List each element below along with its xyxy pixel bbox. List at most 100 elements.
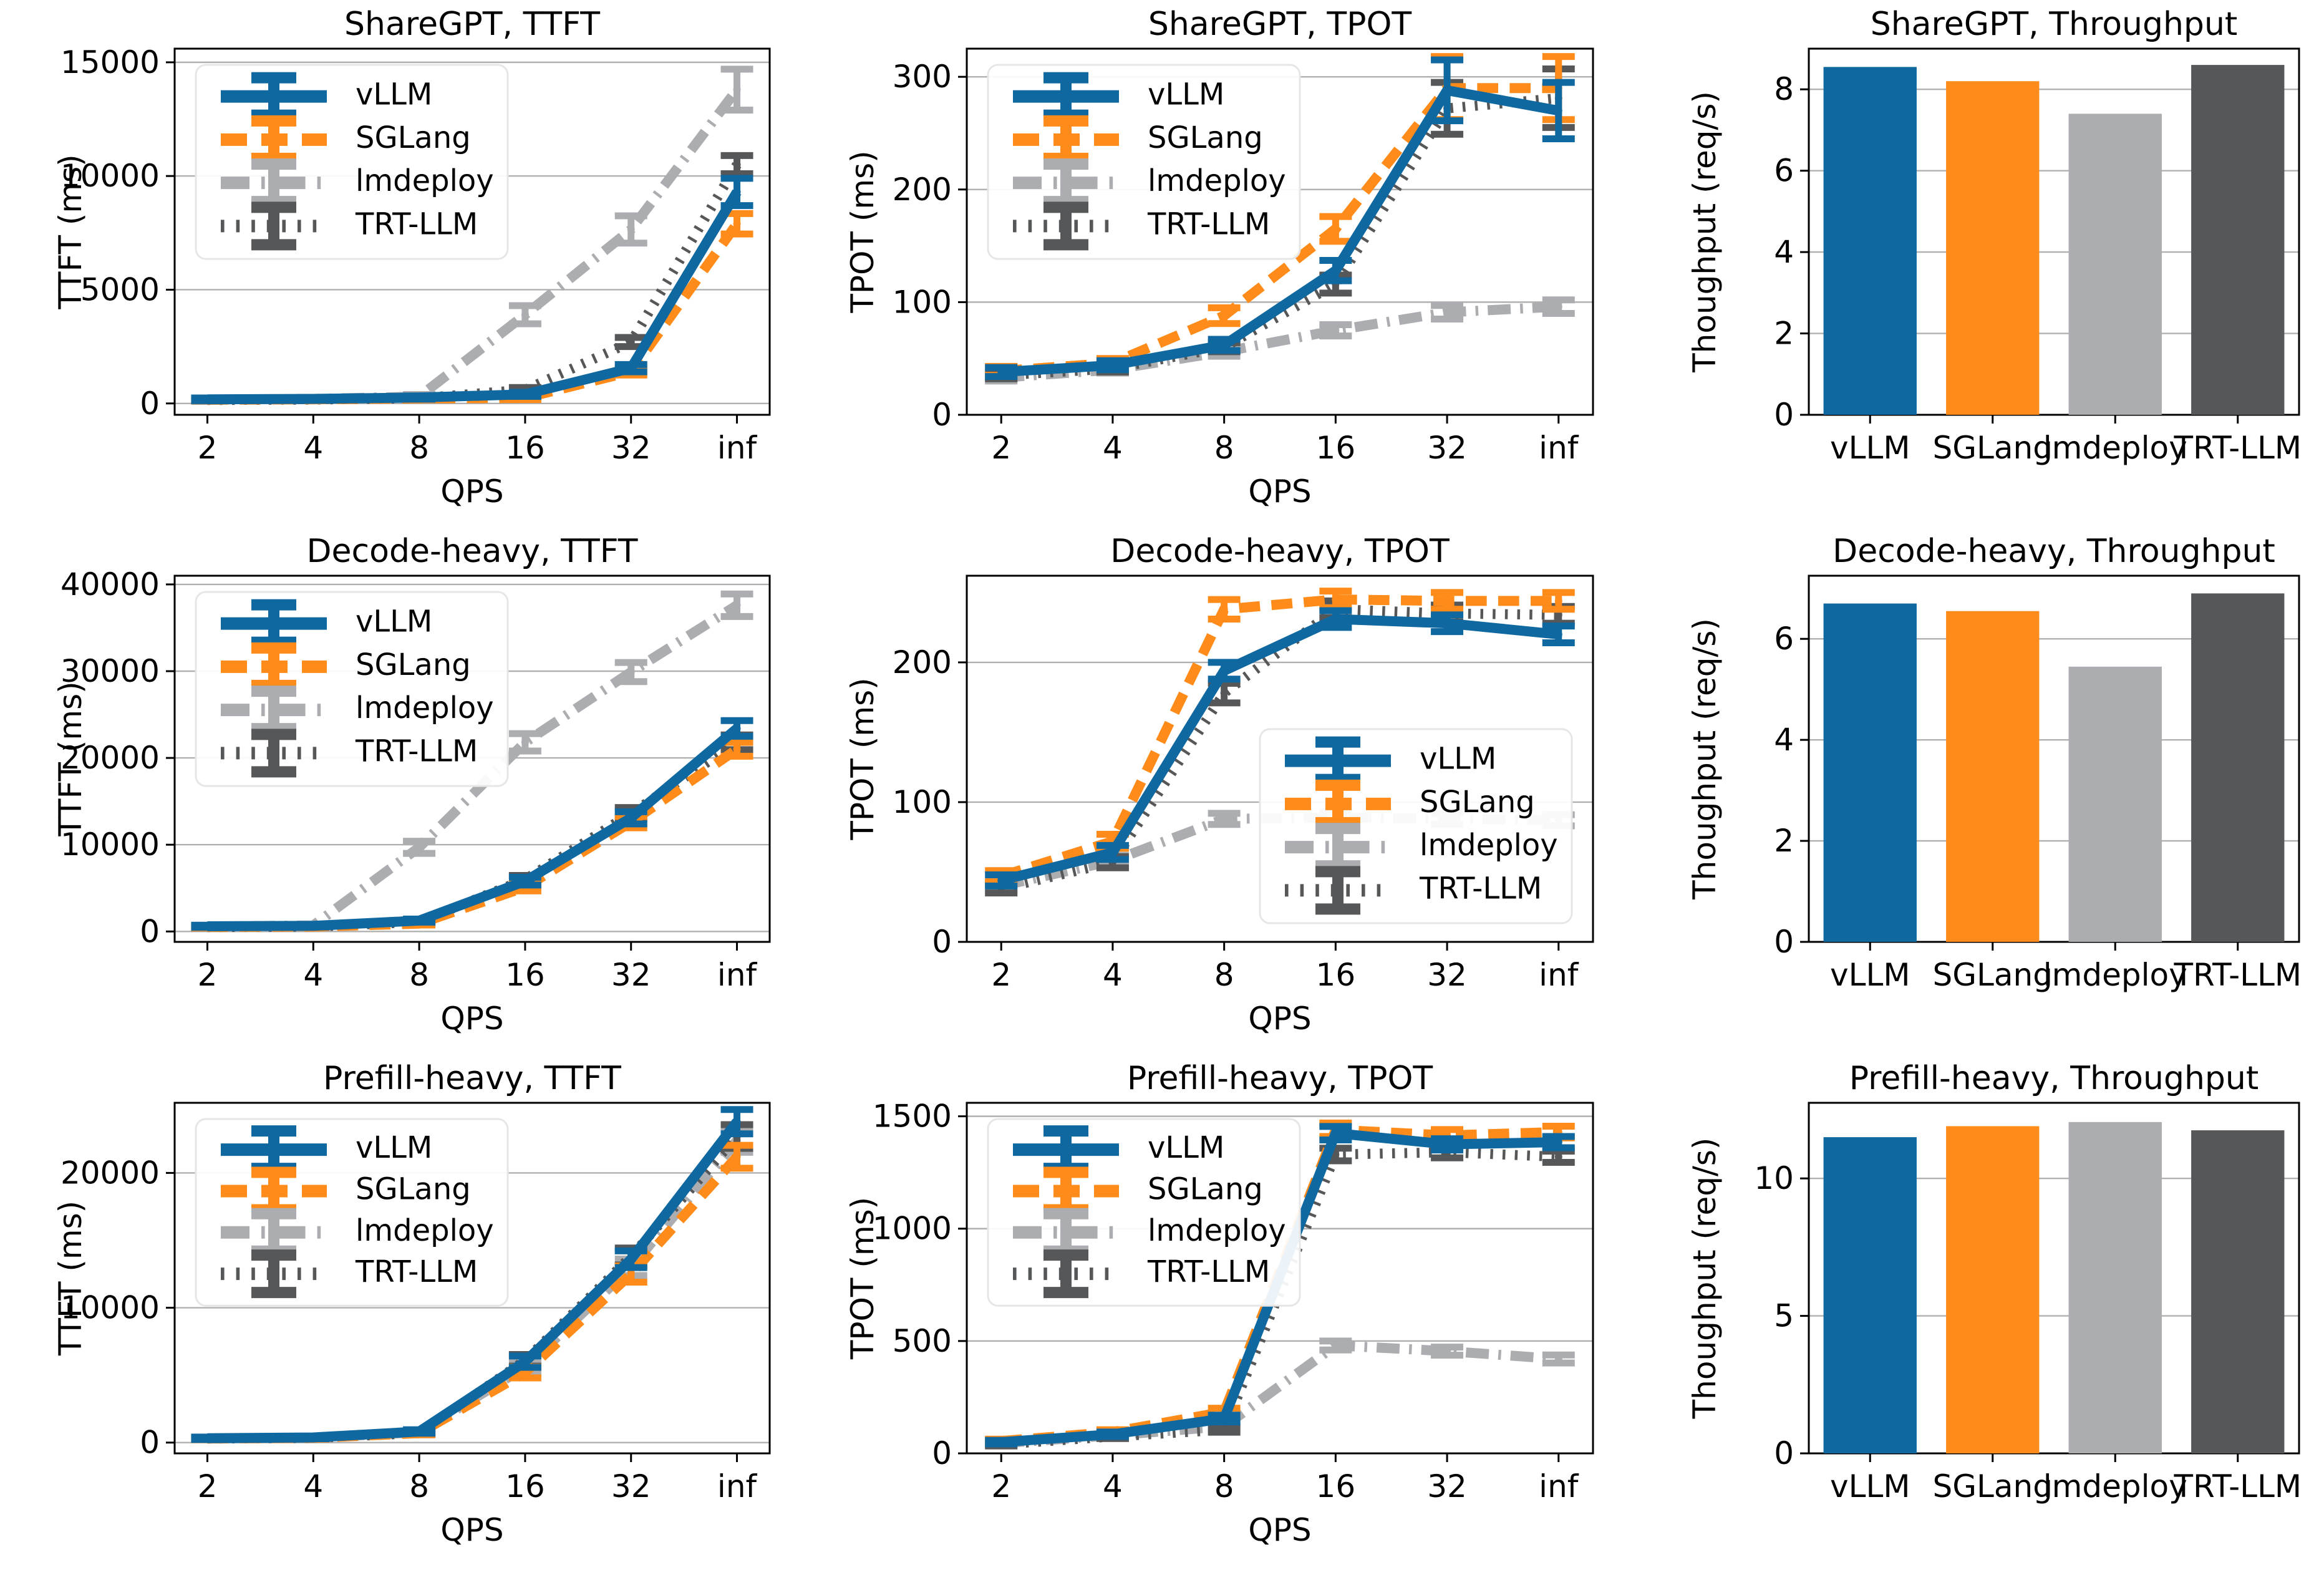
x-tick-label: TRT-LLM xyxy=(2174,1468,2302,1505)
y-axis-label: TPOT (ms) xyxy=(845,150,881,313)
data-point xyxy=(997,1438,1005,1446)
legend-errbar-TRT-LLM xyxy=(251,1249,296,1299)
y-tick-label: 10000 xyxy=(61,158,160,194)
line-series-SGLang xyxy=(207,1153,741,1444)
y-tick-label: 40000 xyxy=(61,566,160,603)
legend-label: TRT-LLM xyxy=(355,1254,478,1289)
axes-frame xyxy=(966,1102,1594,1455)
bar-TRT-LLM xyxy=(2191,593,2285,942)
line-series-vLLM xyxy=(1000,85,1560,377)
panel-sharegpt-throughput: ShareGPT, Throughput 0 2 4 6 8 Thoughput (req/… xyxy=(1622,0,2324,527)
y-tick-label: 0 xyxy=(1774,924,1794,960)
panel-decode-tpot: Decode-heavy, TPOT 0 100 200 TPOT (ms) 2 4 8 16 3… xyxy=(798,527,1622,1054)
x-tick-label: 32 xyxy=(1427,957,1467,993)
y-tick-label: 2 xyxy=(1774,316,1794,352)
x-tick-label: 2 xyxy=(991,1468,1011,1505)
legend-label: TRT-LLM xyxy=(1147,1254,1270,1289)
legend-label: lmdeploy xyxy=(356,163,494,198)
y-tick-label: 0 xyxy=(140,385,160,422)
y-tick-label: 500 xyxy=(893,1323,952,1359)
data-point xyxy=(415,843,424,851)
legend-errbar-SGLang xyxy=(1315,779,1360,828)
x-tick-label: SGLang xyxy=(1933,430,2053,466)
data-point xyxy=(733,1118,741,1126)
x-tick-label: inf xyxy=(717,430,758,466)
data-point xyxy=(1332,1129,1340,1137)
x-tick-label: 4 xyxy=(1103,957,1123,993)
data-point xyxy=(309,1433,317,1442)
data-point xyxy=(627,1255,635,1263)
data-point xyxy=(1443,86,1451,94)
data-point xyxy=(733,1153,741,1161)
axes-frame xyxy=(1808,47,2300,416)
x-tick-label: TRT-LLM xyxy=(2174,957,2302,993)
panel-decode-ttft: Decode-heavy, TTFT 0 10000 20000 30000 40000 T… xyxy=(0,527,798,1054)
y-tick-label: 4 xyxy=(1774,722,1794,758)
legend-label: vLLM xyxy=(1420,742,1496,777)
legend-label: vLLM xyxy=(356,77,432,112)
y-tick-label: 5 xyxy=(1774,1298,1794,1334)
y-tick-label: 10 xyxy=(1754,1160,1794,1196)
x-tick-label: 2 xyxy=(991,957,1011,993)
data-point xyxy=(733,85,741,94)
x-tick-label: 16 xyxy=(1316,430,1356,466)
legend-errbar-lmdeploy xyxy=(1315,823,1360,872)
x-axis-label: QPS xyxy=(440,473,503,510)
data-point xyxy=(203,922,211,930)
panel-sharegpt-tpot: ShareGPT, TPOT 0 100 200 300 TPOT (ms) 2 4 8 16 32… xyxy=(798,0,1622,527)
x-tick-label: 8 xyxy=(1214,957,1234,993)
y-tick-label: 8 xyxy=(1774,71,1794,107)
data-point xyxy=(1443,597,1451,605)
x-tick-label: 2 xyxy=(198,430,218,466)
series-group xyxy=(191,65,753,405)
legend-errbar-TRT-LLM xyxy=(251,729,296,778)
data-point xyxy=(1220,605,1228,613)
data-point xyxy=(1443,308,1451,316)
panel-title: Decode-heavy, Throughput xyxy=(1833,533,2275,570)
x-tick-label: 2 xyxy=(198,1468,218,1505)
x-tick-label: 4 xyxy=(303,430,323,466)
data-point xyxy=(733,160,741,168)
x-tick-label: inf xyxy=(1539,1468,1579,1505)
data-point xyxy=(1332,326,1340,334)
data-point xyxy=(1554,1153,1562,1161)
data-point xyxy=(203,1434,211,1442)
x-tick-label: 16 xyxy=(505,957,545,993)
axes-frame xyxy=(966,47,1594,416)
legend-label: TRT-LLM xyxy=(355,206,478,241)
data-point xyxy=(627,814,635,822)
legend-label: SGLang xyxy=(356,120,471,155)
line-series-vLLM xyxy=(207,724,740,931)
legend-errbar-vLLM xyxy=(251,72,296,121)
data-point xyxy=(1220,1415,1228,1423)
bar-vLLM xyxy=(1823,1137,1917,1453)
data-point xyxy=(1554,303,1562,311)
bar-SGLang xyxy=(1946,611,2040,942)
data-point xyxy=(1332,596,1340,604)
x-tick-label: 32 xyxy=(1427,1468,1467,1505)
axes-frame xyxy=(173,574,771,943)
y-tick-label: 10000 xyxy=(61,826,160,863)
bar-vLLM xyxy=(1823,603,1917,942)
data-point xyxy=(309,922,317,930)
y-tick-label: 20000 xyxy=(61,1155,160,1191)
legend-label: SGLang xyxy=(356,1171,471,1206)
data-point xyxy=(627,338,635,346)
panel-title: Decode-heavy, TTFT xyxy=(307,533,638,570)
x-tick-label: 8 xyxy=(1214,1468,1234,1505)
data-point xyxy=(1220,1426,1228,1434)
data-point xyxy=(521,877,529,885)
legend-label: TRT-LLM xyxy=(355,734,478,768)
data-point xyxy=(1443,1347,1451,1355)
x-tick-label: 8 xyxy=(409,1468,429,1505)
x-axis-label: QPS xyxy=(1248,473,1311,510)
legend-errbar-TRT-LLM xyxy=(251,201,296,251)
data-point xyxy=(997,368,1005,376)
legend-errbar-lmdeploy xyxy=(251,686,296,735)
legend-label: vLLM xyxy=(1148,1130,1224,1165)
data-point xyxy=(1443,1140,1451,1148)
data-point xyxy=(627,364,635,372)
legend-label: lmdeploy xyxy=(1148,163,1286,198)
legend-errbar-lmdeploy xyxy=(251,158,296,208)
y-tick-label: 0 xyxy=(1774,1435,1794,1471)
